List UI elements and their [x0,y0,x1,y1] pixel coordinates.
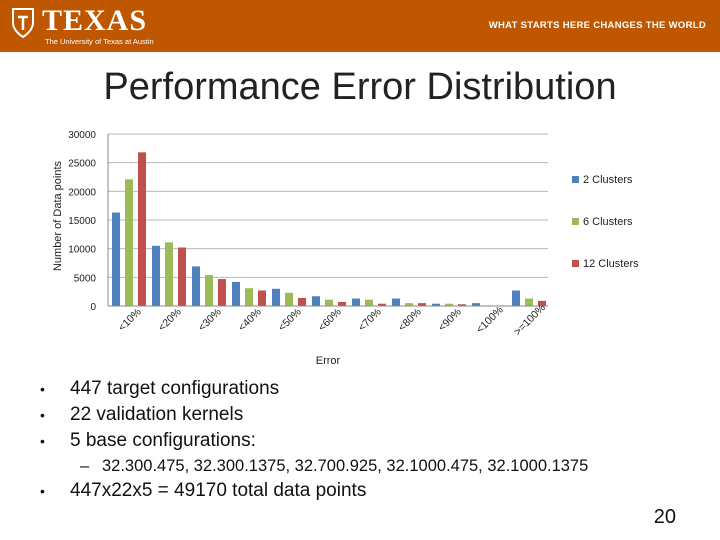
slide-title: Performance Error Distribution [103,66,617,108]
bullet-icon: • [40,407,45,423]
y-tick-label: 15000 [68,216,96,227]
bar-2-clusters [432,303,440,306]
bar-12-clusters [538,300,546,306]
bar-12-clusters [258,290,266,306]
bar-2-clusters [512,290,520,306]
bar-6-clusters [285,292,293,306]
bar-6-clusters [165,242,173,306]
logo-wordmark: TEXAS [42,4,148,37]
legend: 2 Clusters 6 Clusters 12 Clusters [572,174,639,270]
y-tick-label: 30000 [68,130,96,141]
bar-12-clusters [218,279,226,306]
logo-subtext: The University of Texas at Austin [45,37,154,46]
y-tick-label: 20000 [68,187,96,198]
legend-swatch [572,260,579,267]
bar-12-clusters [298,297,306,306]
page-number: 20 [653,506,676,528]
x-tick-label: <40% [236,306,264,334]
x-tick-labels: <10% <20% <30% <40% <50% <60% <70% <80% <90% <100… [116,302,548,338]
bar-12-clusters [138,152,146,306]
bar-6-clusters [525,298,533,306]
x-tick-label: <20% [156,306,184,334]
dash-icon: – [80,457,90,475]
university-logo[interactable]: TEXAS The University of Texas at Austin [12,4,172,48]
bullet-item: • 447x22x5 = 49170 total data points [40,478,700,504]
bar-2-clusters [272,288,280,306]
y-tick-labels: 0 5000 10000 15000 20000 25000 30000 [68,130,96,313]
legend-label: 12 Clusters [583,258,639,270]
bar-2-clusters [192,266,200,306]
y-tick-label: 25000 [68,159,96,170]
shield-icon [12,8,34,38]
x-tick-label: <90% [436,306,464,334]
bar-12-clusters [178,247,186,306]
bullet-text: 447x22x5 = 49170 total data points [70,480,367,501]
bar-6-clusters [245,288,253,306]
bullet-text: 447 target configurations [70,378,280,399]
bar-6-clusters [125,179,133,306]
x-tick-label: <10% [116,306,144,334]
bar-6-clusters [445,303,453,306]
bullet-item: • 22 validation kernels [40,402,700,428]
y-tick-label: 10000 [68,245,96,256]
y-tick-label: 5000 [74,273,97,284]
legend-label: 2 Clusters [583,174,633,186]
gridlines [108,133,548,278]
x-axis-label: Error [316,355,341,367]
bar-2-clusters [112,212,120,306]
legend-swatch [572,176,579,183]
bar-12-clusters [458,304,466,306]
bar-6-clusters [405,303,413,306]
x-tick-label: >=100% [512,302,548,338]
bar-2-clusters [392,298,400,306]
bullet-icon: • [40,381,45,397]
bar-2-clusters [472,303,480,306]
x-tick-label: <70% [356,306,384,334]
x-tick-label: <60% [316,306,344,334]
y-axis-label: Number of Data points [52,160,64,271]
bullet-item: • 447 target configurations [40,376,700,402]
sub-bullet-text: 32.300.475, 32.300.1375, 32.700.925, 32.… [102,457,589,475]
legend-swatch [572,218,579,225]
bullet-icon: • [40,433,45,449]
bar-2-clusters [152,245,160,306]
x-tick-label: <50% [276,306,304,334]
x-tick-label: <30% [196,306,224,334]
axes [107,134,548,307]
bar-6-clusters [365,299,373,306]
x-tick-label: <100% [474,304,506,336]
header-bar: TEXAS The University of Texas at Austin … [0,0,720,52]
bar-6-clusters [205,275,213,306]
bullet-list: • 447 target configurations • 22 validat… [40,376,700,504]
bar-2-clusters [352,298,360,306]
bar-12-clusters [418,303,426,306]
sub-bullet-item: – 32.300.475, 32.300.1375, 32.700.925, 3… [40,454,700,478]
bar-2-clusters [232,281,240,306]
bullet-text: 5 base configurations: [70,430,256,451]
bar-12-clusters [378,303,386,306]
bullet-item: • 5 base configurations: [40,428,700,454]
legend-label: 6 Clusters [583,216,633,228]
bullet-text: 22 validation kernels [70,404,244,425]
bar-2-clusters [312,296,320,306]
y-tick-label: 0 [90,302,96,313]
bar-12-clusters [338,301,346,306]
bullet-icon: • [40,483,45,499]
bar-6-clusters [325,299,333,306]
x-tick-label: <80% [396,306,424,334]
tagline: WHAT STARTS HERE CHANGES THE WORLD [488,20,706,31]
bars [112,152,546,306]
